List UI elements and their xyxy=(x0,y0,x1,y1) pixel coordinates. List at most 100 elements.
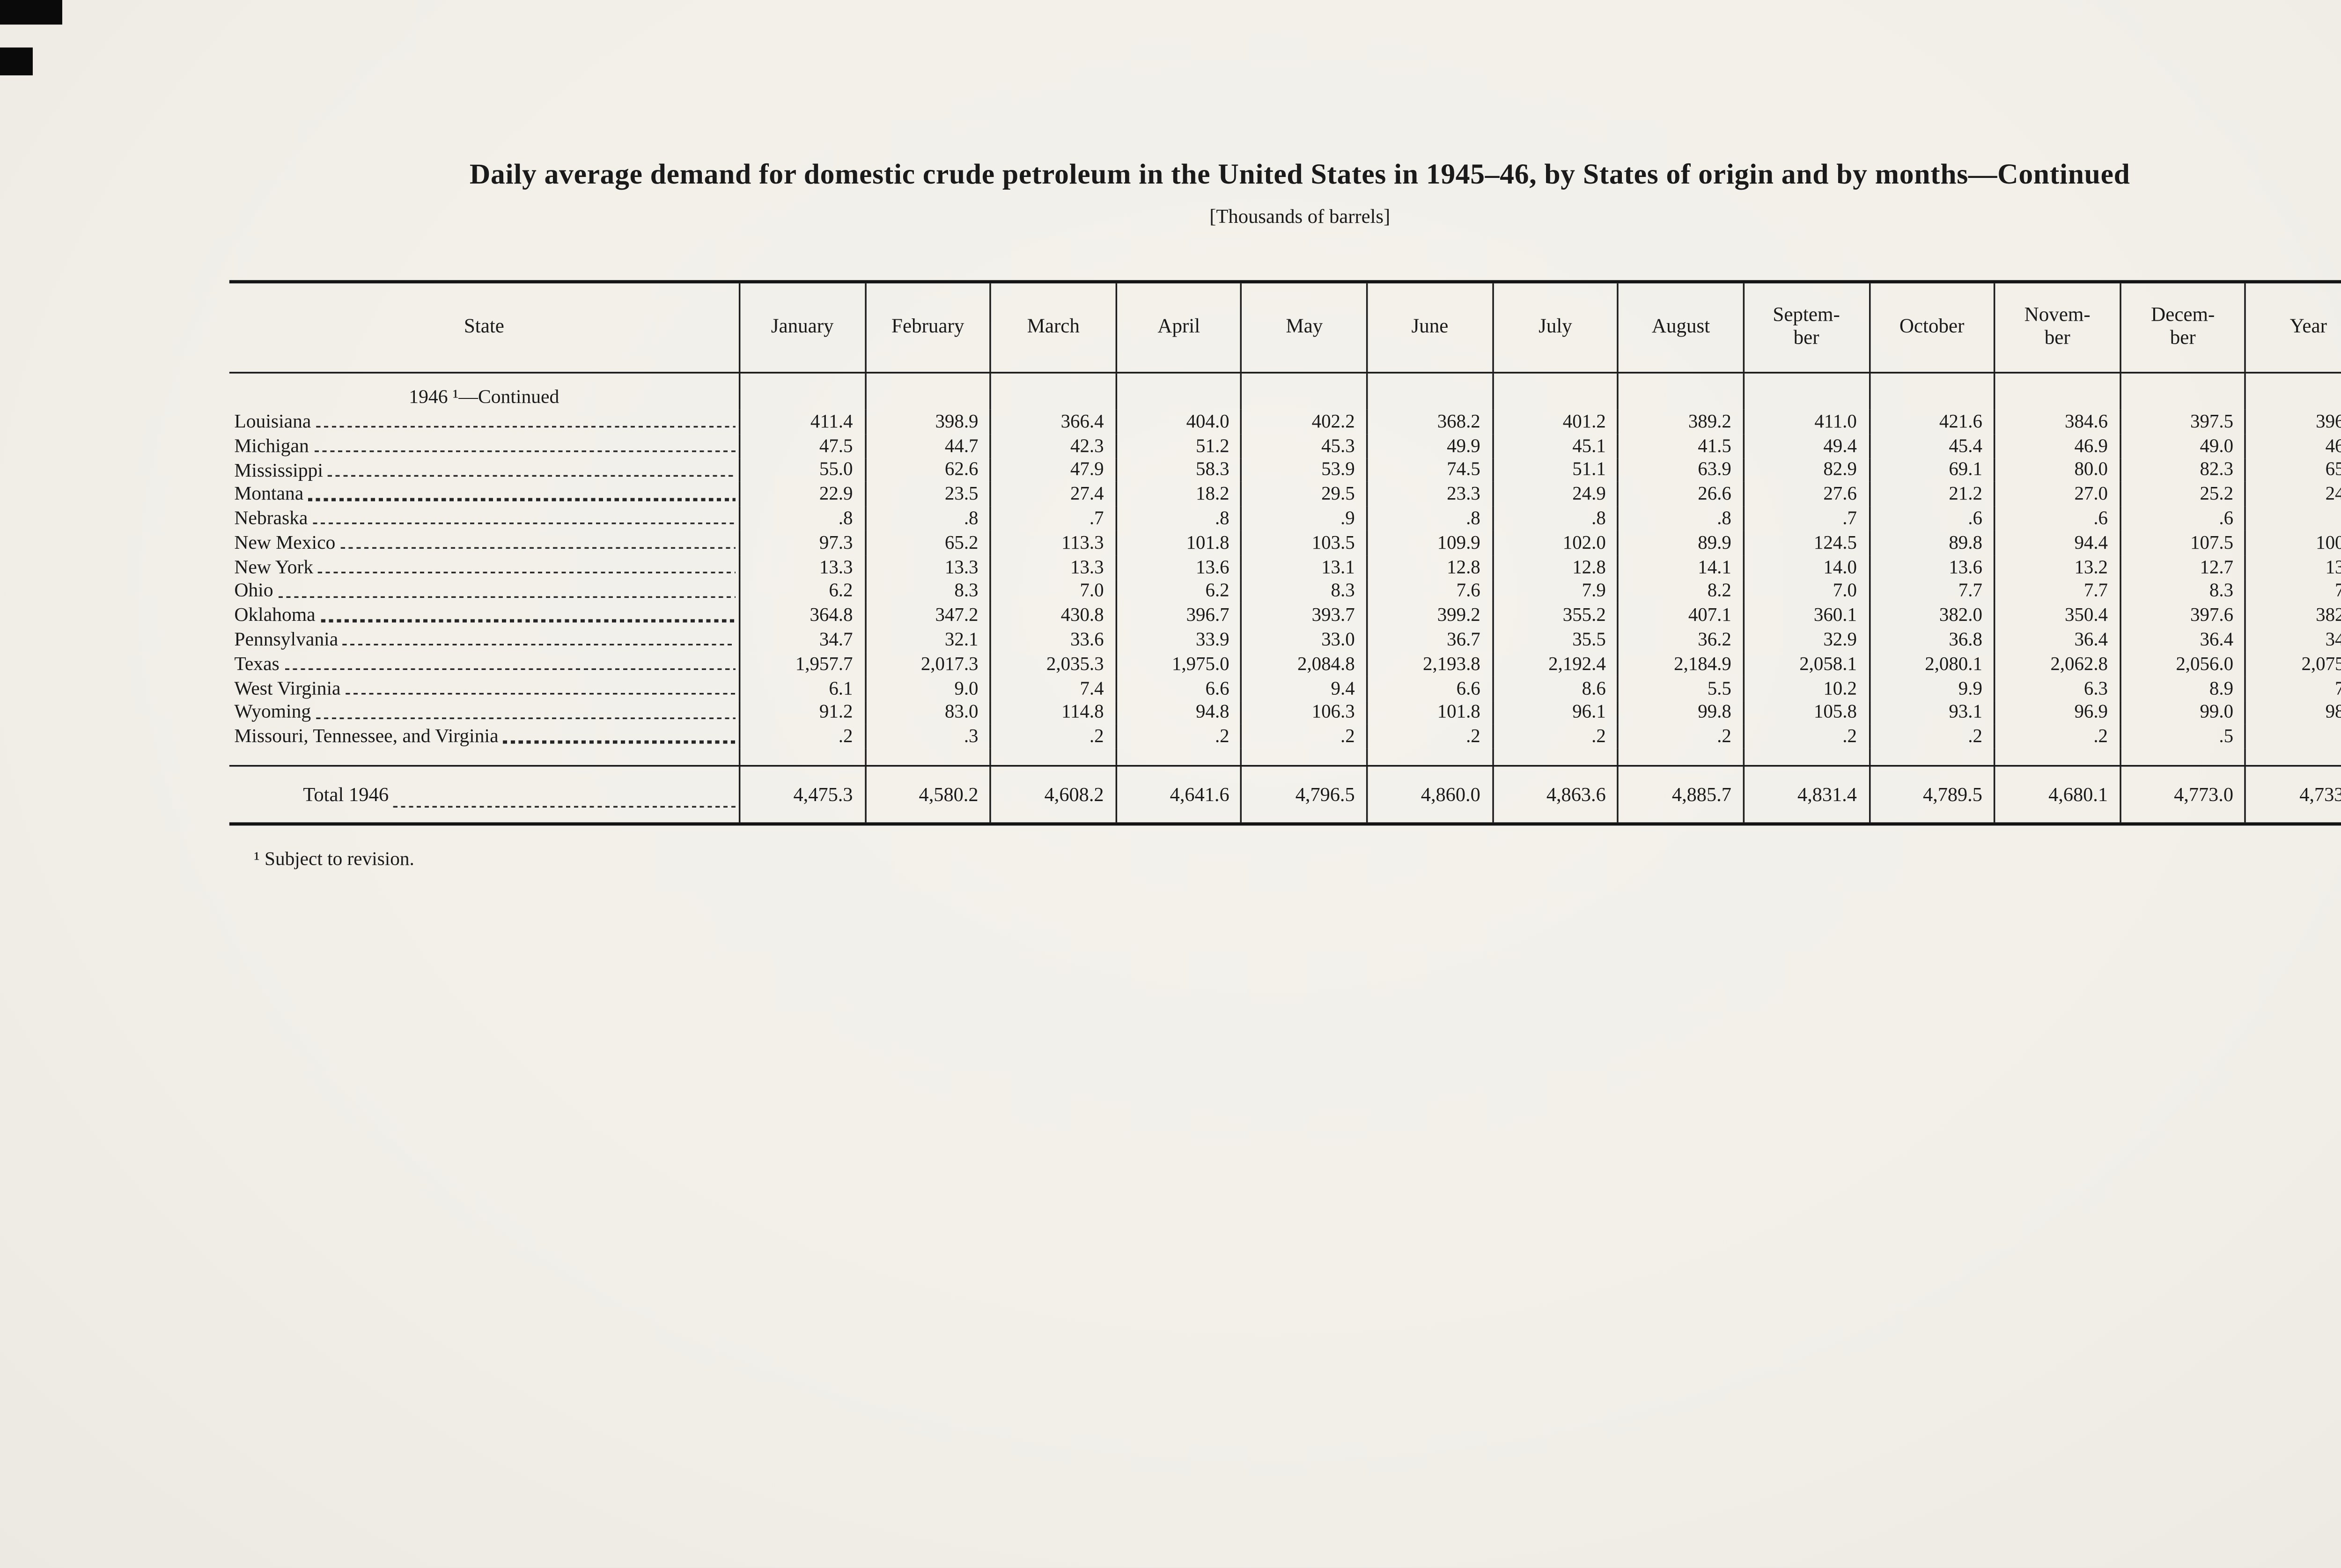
value-cell: 6.6 xyxy=(1366,676,1492,700)
value-cell: 1,957.7 xyxy=(738,652,864,677)
state-name: Wyoming xyxy=(234,700,311,723)
dash-leader xyxy=(284,668,736,670)
total-value-cell: 4,885.7 xyxy=(1617,766,1743,823)
column-header: Decem- ber xyxy=(2119,283,2245,372)
value-cell: 65.2 xyxy=(864,530,990,555)
state-cell: Texas xyxy=(229,652,739,676)
value-cell: 7.0 xyxy=(1743,579,1868,604)
state-name: Michigan xyxy=(234,434,309,457)
table-subtitle: [Thousands of barrels] xyxy=(1209,205,1391,228)
value-cell: 24.8 xyxy=(2245,482,2341,507)
value-cell: 13.3 xyxy=(864,555,990,580)
value-cell: 18.2 xyxy=(1115,482,1241,507)
value-cell: 89.8 xyxy=(1868,530,1994,555)
value-cell: 80.0 xyxy=(1994,458,2119,482)
column-header: July xyxy=(1492,283,1617,372)
table-row: Wyoming 91.2 83.0 114.8 94.8 106.3 101.8 96.1 99… xyxy=(229,700,2341,725)
state-cell: New Mexico xyxy=(229,531,739,555)
value-cell: 393.7 xyxy=(1241,603,1366,628)
total-label: Total 1946 xyxy=(303,782,389,806)
value-cell: 389.2 xyxy=(1617,409,1743,434)
state-cell: West Virginia xyxy=(229,676,739,700)
value-cell: 7.9 xyxy=(1492,579,1617,604)
dash-leader xyxy=(312,523,736,525)
state-name: Louisiana xyxy=(234,409,311,433)
dash-leader xyxy=(340,547,736,549)
value-cell: 49.4 xyxy=(1743,434,1868,458)
value-cell: .7 xyxy=(989,506,1115,531)
value-cell: 26.6 xyxy=(1617,482,1743,507)
value-cell: 6.3 xyxy=(1994,676,2119,700)
table-title: Daily average demand for domestic crude … xyxy=(469,157,2130,190)
value-cell: 69.1 xyxy=(1868,458,1994,482)
value-cell: 105.8 xyxy=(1743,700,1868,725)
value-cell: 33.9 xyxy=(1115,627,1241,652)
empty-cell xyxy=(1241,373,1366,410)
value-cell: .2 xyxy=(1994,724,2119,749)
value-cell: 98.6 xyxy=(2245,700,2341,725)
value-cell: 2,058.1 xyxy=(1743,652,1868,677)
value-cell: 46.5 xyxy=(2245,434,2341,458)
value-cell: .2 xyxy=(1492,724,1617,749)
state-cell: Pennsylvania xyxy=(229,628,739,652)
table-spacer-row xyxy=(229,749,2341,766)
value-cell: 13.2 xyxy=(1994,555,2119,580)
value-cell: 13.3 xyxy=(2245,555,2341,580)
spacer-cell xyxy=(864,749,990,766)
footnote: ¹ Subject to revision. xyxy=(254,847,414,870)
value-cell: 368.2 xyxy=(1366,409,1492,434)
dash-leader xyxy=(343,644,736,646)
spacer-cell xyxy=(1241,749,1366,766)
value-cell: .2 xyxy=(738,724,864,749)
state-cell: Michigan xyxy=(229,434,739,458)
table-row: New Mexico 97.3 65.2 113.3 101.8 103.5 109.9 10… xyxy=(229,530,2341,555)
column-header: May xyxy=(1241,283,1366,372)
column-header: April xyxy=(1115,283,1241,372)
value-cell: 13.1 xyxy=(1241,555,1366,580)
total-value-cell: 4,831.4 xyxy=(1743,766,1868,823)
value-cell: .2 xyxy=(1115,724,1241,749)
value-cell: 21.2 xyxy=(1868,482,1994,507)
value-cell: 9.0 xyxy=(864,676,990,700)
value-cell: .5 xyxy=(2119,724,2245,749)
value-cell: 364.8 xyxy=(738,603,864,628)
value-cell: 106.3 xyxy=(1241,700,1366,725)
value-cell: 107.5 xyxy=(2119,530,2245,555)
value-cell: 63.9 xyxy=(1617,458,1743,482)
value-cell: 397.5 xyxy=(2119,409,2245,434)
spacer-cell xyxy=(1868,749,1994,766)
scan-artifact xyxy=(0,47,33,75)
value-cell: 13.3 xyxy=(989,555,1115,580)
value-cell: 99.8 xyxy=(1617,700,1743,725)
state-cell: Montana xyxy=(229,482,739,507)
value-cell: 32.1 xyxy=(864,627,990,652)
value-cell: 44.7 xyxy=(864,434,990,458)
state-name: Missouri, Tennessee, and Virginia xyxy=(234,724,499,748)
value-cell: .6 xyxy=(1868,506,1994,531)
value-cell: 89.9 xyxy=(1617,530,1743,555)
value-cell: .7 xyxy=(1743,506,1868,531)
value-cell: 41.5 xyxy=(1617,434,1743,458)
value-cell: 7.7 xyxy=(1868,579,1994,604)
spacer-cell xyxy=(738,749,864,766)
state-name: Montana xyxy=(234,482,304,505)
table-group-row: 1946 ¹—Continued xyxy=(229,373,2341,410)
value-cell: 2,192.4 xyxy=(1492,652,1617,677)
table-row: New York 13.3 13.3 13.3 13.6 13.1 12.8 12.8 14.1… xyxy=(229,555,2341,580)
value-cell: 2,080.1 xyxy=(1868,652,1994,677)
value-cell: 7.7 xyxy=(1994,579,2119,604)
total-value-cell: 4,608.2 xyxy=(989,766,1115,823)
value-cell: 47.9 xyxy=(989,458,1115,482)
value-cell: 94.8 xyxy=(1115,700,1241,725)
column-header: March xyxy=(989,283,1115,372)
value-cell: 13.6 xyxy=(1115,555,1241,580)
state-cell: Louisiana xyxy=(229,410,739,434)
column-header: Novem- ber xyxy=(1994,283,2119,372)
value-cell: 366.4 xyxy=(989,409,1115,434)
value-cell: 27.4 xyxy=(989,482,1115,507)
value-cell: .8 xyxy=(738,506,864,531)
value-cell: 109.9 xyxy=(1366,530,1492,555)
value-cell: 7.0 xyxy=(989,579,1115,604)
value-cell: 8.3 xyxy=(1241,579,1366,604)
